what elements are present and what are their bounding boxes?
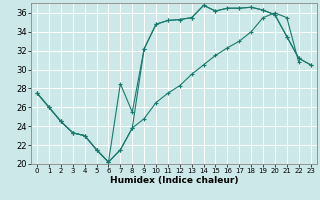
- X-axis label: Humidex (Indice chaleur): Humidex (Indice chaleur): [110, 176, 238, 185]
